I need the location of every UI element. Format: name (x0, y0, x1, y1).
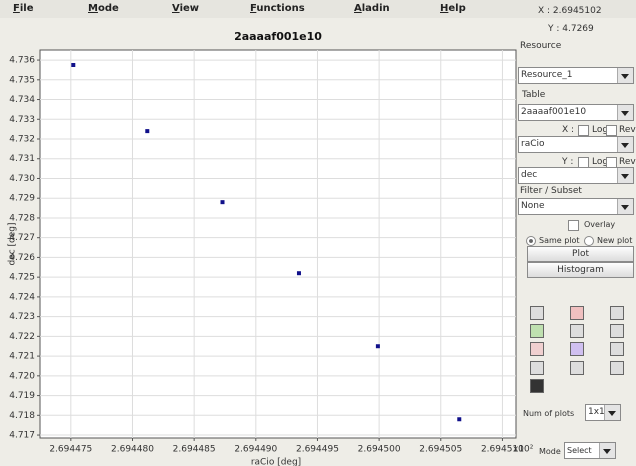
y-tick-label: 4.728 (9, 213, 35, 223)
select-value: Resource_1 (521, 70, 573, 80)
y-tick-label: 4.734 (9, 95, 35, 105)
y-tick-label: 4.736 (9, 56, 35, 66)
y-tick-label: 4.733 (9, 115, 35, 125)
y-tick-label: 4.720 (9, 371, 35, 381)
menu-item[interactable]: Help (440, 3, 466, 14)
x-tick-label: 2.694475 (49, 445, 92, 455)
tool-icon[interactable] (530, 324, 544, 338)
tool-icon[interactable] (570, 306, 584, 320)
menu-item[interactable]: Functions (250, 3, 305, 14)
y-tick-label: 4.717 (9, 431, 35, 441)
log-label: Log (592, 125, 609, 135)
tool-icon[interactable] (530, 306, 544, 320)
x-column-select[interactable]: raCio (518, 136, 634, 153)
menu-item[interactable]: File (13, 3, 34, 14)
mode-select[interactable]: Select (564, 442, 616, 459)
coord-x: X : 2.6945102 (538, 6, 602, 16)
select-value: Select (567, 446, 592, 455)
table-label: Table (522, 90, 546, 100)
y-tick-label: 4.718 (9, 411, 35, 421)
select-value: raCio (521, 139, 545, 149)
tool-icon[interactable] (570, 324, 584, 338)
point (145, 129, 150, 134)
y-tick-label: 4.735 (9, 75, 35, 85)
x-tick-label: 2.694485 (173, 445, 216, 455)
rev-label: Rev (619, 157, 636, 167)
select-value: 2aaaaf001e10 (521, 107, 587, 117)
x-tick-label: 2.694510 (481, 445, 524, 455)
y-tick-label: 4.725 (9, 273, 35, 283)
new-plot-radio[interactable] (584, 236, 594, 246)
x-tick-label: 2.694490 (234, 445, 277, 455)
tool-icon[interactable] (610, 306, 624, 320)
menu-item[interactable]: Mode (88, 3, 119, 14)
chart-title: 2aaaaf001e10 (234, 30, 322, 43)
coord-y: Y : 4.7269 (548, 24, 594, 34)
tool-icon[interactable] (530, 361, 544, 375)
select-value: dec (521, 170, 538, 180)
x-multiplier: x10² (513, 445, 534, 455)
tool-icon[interactable] (610, 342, 624, 356)
y-tick-label: 4.732 (9, 135, 35, 145)
same-plot-radio[interactable] (526, 236, 536, 246)
y-axis-label: dec [deg] (8, 222, 18, 265)
point (457, 417, 462, 422)
y-tick-label: 4.729 (9, 194, 35, 204)
y-tick-label: 4.727 (9, 233, 35, 243)
x-axis-label: X : (562, 125, 575, 135)
menu-item[interactable]: Aladin (354, 3, 390, 14)
tool-icon[interactable] (530, 379, 544, 393)
y-tick-label: 4.721 (9, 352, 35, 362)
y-column-select[interactable]: dec (518, 167, 634, 184)
y-tick-label: 4.719 (9, 391, 35, 401)
tool-icon[interactable] (570, 342, 584, 356)
y-tick-label: 4.722 (9, 332, 35, 342)
x-tick-label: 2.694500 (358, 445, 401, 455)
num-plots-label: Num of plots (523, 409, 575, 418)
log-label: Log (592, 157, 609, 167)
y-tick-label: 4.723 (9, 312, 35, 322)
same-plot-label: Same plot (539, 236, 580, 245)
resource-label: Resource (520, 41, 562, 51)
overlay-label: Overlay (584, 220, 616, 229)
tool-icon[interactable] (610, 361, 624, 375)
y-tick-label: 4.731 (9, 154, 35, 164)
log-checkbox[interactable] (578, 125, 589, 136)
filter-select[interactable]: None (518, 198, 634, 215)
x-tick-label: 2.694505 (419, 445, 462, 455)
select-value: None (521, 201, 545, 211)
rev-checkbox[interactable] (606, 125, 617, 136)
point (375, 344, 380, 349)
point (296, 271, 301, 276)
tool-icon[interactable] (570, 361, 584, 375)
y-tick-label: 4.726 (9, 253, 35, 263)
menu-item[interactable]: View (172, 3, 200, 14)
x-tick-label: 2.694480 (111, 445, 154, 455)
overlay-checkbox[interactable] (568, 220, 579, 231)
rev-label: Rev (619, 125, 636, 135)
select-value: 1x1 (588, 407, 605, 417)
plot-area (39, 49, 517, 439)
new-plot-label: New plot (597, 236, 633, 245)
tool-icon[interactable] (530, 342, 544, 356)
y-axis-label: Y : (562, 157, 574, 167)
table-select[interactable]: 2aaaaf001e10 (518, 104, 634, 121)
menu-bar (0, 0, 636, 18)
x-axis-label: raCio [deg] (251, 458, 301, 466)
resource-select[interactable]: Resource_1 (518, 67, 634, 84)
y-tick-label: 4.730 (9, 174, 35, 184)
plot-button[interactable]: Plot (527, 246, 634, 262)
num-plots-select[interactable]: 1x1 (585, 404, 621, 421)
point (220, 200, 225, 205)
y-tick-label: 4.724 (9, 292, 35, 302)
point (71, 62, 76, 67)
filter-label: Filter / Subset (520, 186, 582, 196)
tool-icon[interactable] (610, 324, 624, 338)
x-tick-label: 2.694495 (296, 445, 339, 455)
mode-label: Mode (539, 447, 561, 456)
histogram-button[interactable]: Histogram (527, 262, 634, 278)
